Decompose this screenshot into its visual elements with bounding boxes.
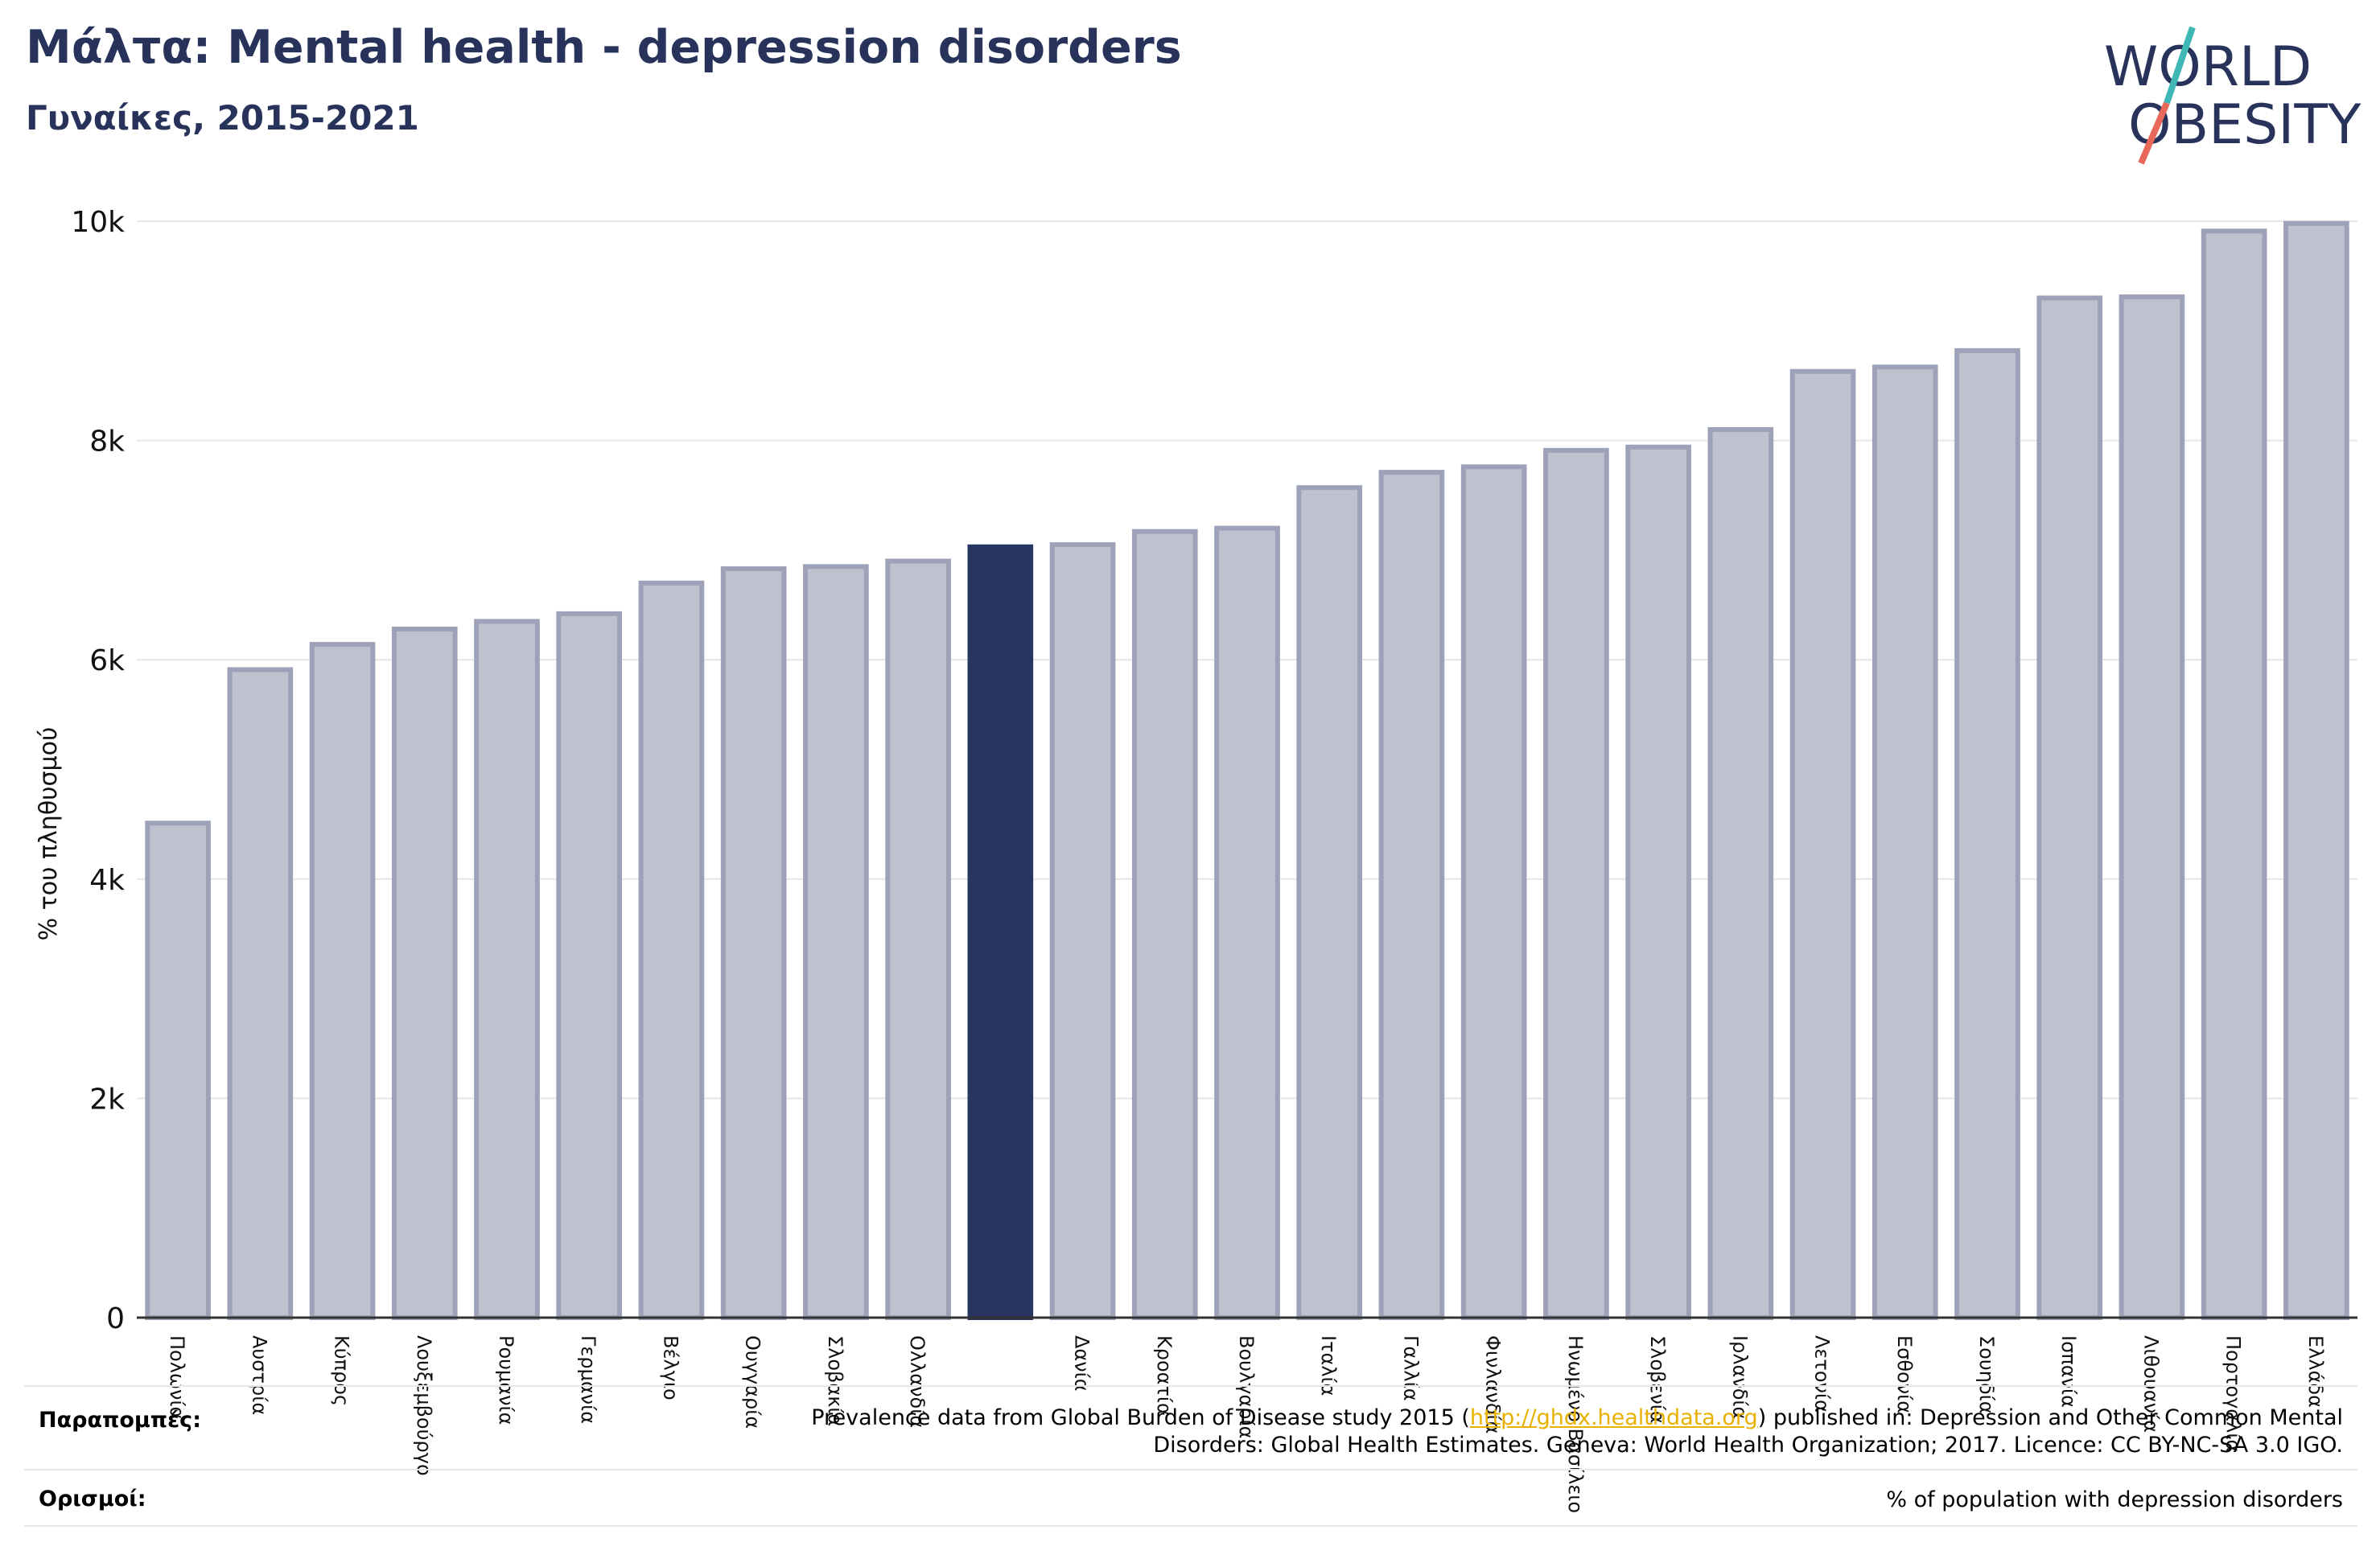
bar (1625, 444, 1691, 1321)
bar (1460, 464, 1527, 1320)
bar (2119, 294, 2185, 1320)
x-tick-label: Κύπρος (331, 1335, 353, 1406)
x-tick-label: Γαλλία (1399, 1335, 1422, 1401)
y-tick-label: 0 (106, 1302, 125, 1335)
x-tick-label: Ιρλανδία (1728, 1335, 1751, 1419)
footer-divider-top (24, 1385, 2357, 1387)
y-tick-label: 8k (89, 426, 125, 459)
bar (1543, 447, 1609, 1321)
x-tick-label: Κροατία (1153, 1335, 1176, 1416)
x-tick-label: Εσθονία (1893, 1335, 1916, 1413)
bar (391, 627, 458, 1320)
x-tick-label: Βουλγαρία (1235, 1335, 1258, 1438)
bar (556, 611, 623, 1320)
x-tick-label: Λουξεμβούργο (413, 1335, 435, 1476)
y-axis-label: % του πληθυσμού (35, 727, 63, 941)
world-obesity-logo: WORLD OBESITY (2104, 26, 2361, 165)
definitions-row: Ορισμοί: % of population with depression… (24, 1469, 2357, 1525)
x-axis-labels: Πολωνία Αυστρία Κύπρος Λουξεμβούργο Ρουμανία… (166, 1335, 2327, 1513)
bar (474, 619, 540, 1320)
logo-line1: WORLD (2104, 35, 2312, 99)
references-label: Παραπομπές: (39, 1408, 201, 1433)
x-tick-label: Βέλγιο (659, 1335, 681, 1400)
y-axis-ticks: 0 2k 4k 6k 8k 10k (71, 206, 125, 1335)
x-tick-label: Ελλάδα (2304, 1335, 2327, 1408)
definitions-label: Ορισμοί: (39, 1487, 146, 1511)
x-tick-label: Φινλανδία (1482, 1335, 1505, 1433)
x-tick-label: Πορτογαλία (2222, 1335, 2245, 1452)
x-tick-label: Αυστρία (248, 1335, 270, 1415)
bar (227, 667, 294, 1320)
logo-slash-red (2138, 101, 2170, 165)
x-tick-label: Γερμανία (577, 1335, 599, 1424)
y-tick-label: 6k (89, 644, 125, 677)
bar (1049, 542, 1116, 1320)
chart-subtitle: Γυναίκες, 2015-2021 (26, 98, 419, 138)
references-text-line2: Disorders: Global Health Estimates. Gene… (1153, 1433, 2343, 1458)
logo-slash-teal (2164, 26, 2196, 105)
y-tick-label: 10k (71, 206, 125, 239)
bar (885, 558, 951, 1320)
x-tick-label: Ισπανία (2057, 1335, 2080, 1408)
bar-highlight (967, 544, 1034, 1320)
x-tick-label: Σουηδία (1975, 1335, 1998, 1414)
x-tick-label: Ουγγαρία (742, 1335, 764, 1429)
x-tick-label: Ολλανδία (906, 1335, 929, 1428)
references-text: Prevalence data from Global Burden of Di… (811, 1405, 2343, 1459)
footer-divider-middle (24, 1469, 2357, 1470)
x-tick-label: Λιθουανία (2139, 1335, 2162, 1433)
x-tick-label: Ηνωμένο Βασίλειο (1564, 1335, 1587, 1513)
references-link[interactable]: http://ghdx.healthdata.org (1469, 1405, 1758, 1430)
bar (1131, 529, 1198, 1320)
bar (720, 566, 787, 1320)
x-tick-label: Δανία (1071, 1335, 1093, 1392)
bar (1871, 364, 1938, 1320)
references-row: Παραπομπές: Prevalence data from Global … (24, 1385, 2357, 1469)
bar (2036, 295, 2103, 1320)
y-tick-label: 4k (89, 864, 125, 897)
x-tick-label: Ρουμανία (495, 1335, 517, 1425)
bars (145, 220, 2349, 1321)
bar (1707, 426, 1774, 1320)
x-tick-label: Λετονία (1811, 1335, 1834, 1413)
bar (1954, 348, 2020, 1321)
references-text-end: ) published in: Depression and Other Com… (1757, 1405, 2343, 1430)
x-tick-label: Πολωνία (166, 1335, 188, 1419)
x-tick-label: Σλοβενία (1646, 1335, 1669, 1424)
bar (638, 580, 705, 1320)
chart-title: Μάλτα: Mental health - depression disord… (26, 21, 1182, 74)
bar (2201, 228, 2267, 1321)
bar (803, 564, 869, 1320)
references-text-start: Prevalence data from Global Burden of Di… (811, 1405, 1470, 1430)
bar (1214, 525, 1280, 1320)
bar (1378, 470, 1445, 1321)
bar (145, 821, 211, 1320)
bar (1789, 368, 1856, 1321)
footer-divider-bottom (24, 1525, 2357, 1527)
bar (1296, 485, 1363, 1320)
bar (309, 642, 376, 1320)
x-tick-label: Σλοβακία (824, 1335, 846, 1426)
bar (2283, 220, 2349, 1321)
y-tick-label: 2k (89, 1083, 125, 1116)
definitions-text: % of population with depression disorder… (1886, 1487, 2343, 1512)
